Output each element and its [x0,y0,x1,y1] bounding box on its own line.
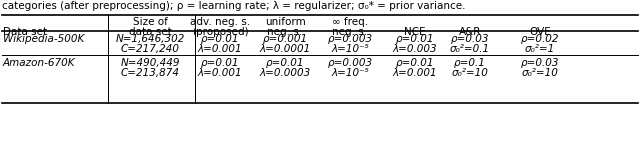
Text: λ=0.001: λ=0.001 [393,68,437,78]
Text: neg. s.: neg. s. [268,27,303,37]
Text: N=490,449: N=490,449 [120,58,180,68]
Text: ρ=0.01: ρ=0.01 [201,58,239,68]
Text: λ=10⁻⁵: λ=10⁻⁵ [331,68,369,78]
Text: σ₀²=10: σ₀²=10 [452,68,488,78]
Text: ∞ freq.: ∞ freq. [332,17,368,27]
Text: C=217,240: C=217,240 [120,44,179,54]
Text: ρ=0.01: ρ=0.01 [396,34,435,44]
Text: Wikipedia-500K: Wikipedia-500K [3,34,84,44]
Text: Size of: Size of [132,17,168,27]
Text: σ₀²=0.1: σ₀²=0.1 [450,44,490,54]
Text: λ=0.0001: λ=0.0001 [259,44,310,54]
Text: Amazon-670K: Amazon-670K [3,58,76,68]
Text: N=1,646,302: N=1,646,302 [115,34,185,44]
Text: ρ=0.03: ρ=0.03 [451,34,489,44]
Text: Data set: Data set [3,27,47,37]
Text: ρ=0.01: ρ=0.01 [201,34,239,44]
Text: λ=0.001: λ=0.001 [198,44,243,54]
Text: C=213,874: C=213,874 [120,68,179,78]
Text: σ₀²=10: σ₀²=10 [522,68,559,78]
Text: ρ=0.003: ρ=0.003 [328,34,372,44]
Text: data set: data set [129,27,172,37]
Text: NCE: NCE [404,27,426,37]
Text: ρ=0.1: ρ=0.1 [454,58,486,68]
Text: ρ=0.01: ρ=0.01 [396,58,435,68]
Text: A&R: A&R [459,27,481,37]
Text: adv. neg. s.: adv. neg. s. [190,17,250,27]
Text: λ=10⁻⁵: λ=10⁻⁵ [331,44,369,54]
Text: ρ=0.003: ρ=0.003 [328,58,372,68]
Text: categories (after preprocessing); ρ = learning rate; λ = regularizer; σ₀* = prio: categories (after preprocessing); ρ = le… [2,1,465,11]
Text: σ₀²=1: σ₀²=1 [525,44,555,54]
Text: uniform: uniform [264,17,305,27]
Text: OVE: OVE [529,27,551,37]
Text: λ=0.001: λ=0.001 [198,68,243,78]
Text: (proposed): (proposed) [192,27,248,37]
Text: ρ=0.02: ρ=0.02 [521,34,559,44]
Text: λ=0.003: λ=0.003 [393,44,437,54]
Text: neg. s.: neg. s. [332,27,367,37]
Text: ρ=0.001: ρ=0.001 [262,34,308,44]
Text: ρ=0.03: ρ=0.03 [521,58,559,68]
Text: ρ=0.01: ρ=0.01 [266,58,304,68]
Text: λ=0.0003: λ=0.0003 [259,68,310,78]
